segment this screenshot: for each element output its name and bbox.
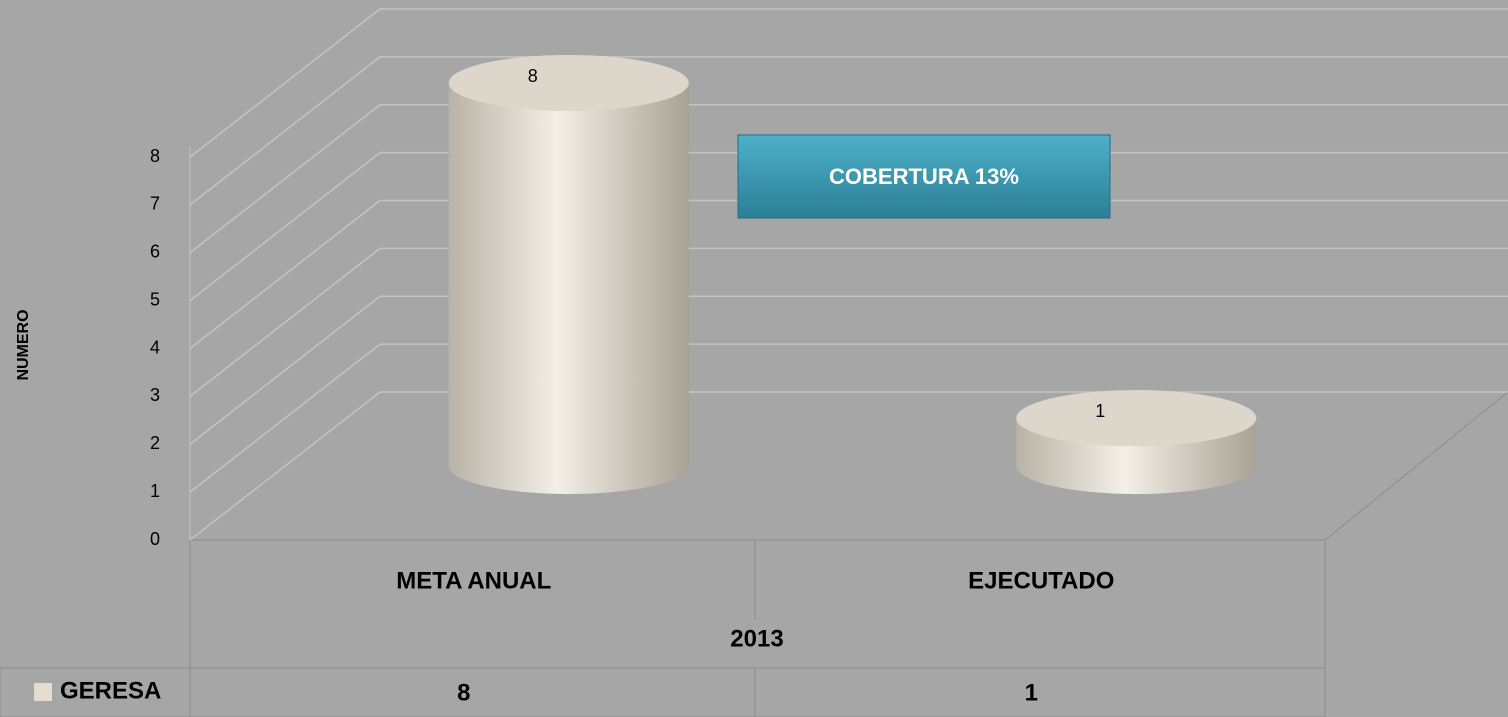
y-tick-label: 3: [150, 385, 160, 405]
grid: 0 1 2 3 4 5 6 7 8: [150, 8, 1508, 549]
grid-line: [189, 295, 1508, 445]
grid-line: [189, 56, 1508, 206]
annotation: COBERTURA 13%: [829, 164, 1019, 189]
x-tick-label: EJECUTADO: [968, 567, 1114, 594]
y-tick-label: 1: [150, 481, 160, 501]
group-label: 2013: [730, 625, 783, 652]
grid-line: [189, 104, 1508, 254]
grid-line: [189, 247, 1508, 397]
y-tick-label: 8: [150, 146, 160, 166]
y-axis-label: NUMERO: [15, 309, 32, 380]
grid-line: [189, 343, 1508, 493]
y-tick-label: 4: [150, 337, 160, 357]
x-tick-label: META ANUAL: [396, 567, 551, 594]
y-tick-label: 6: [150, 242, 160, 262]
cylinder: [1016, 390, 1257, 495]
y-tick-label: 0: [150, 529, 160, 549]
value-label: 8: [528, 66, 538, 86]
grid-line: [189, 151, 1508, 302]
y-tick-label: 7: [150, 194, 160, 214]
annotation-box: [737, 134, 1111, 219]
legend-label: GERESA: [60, 677, 161, 704]
table-value: 8: [457, 679, 470, 706]
y-tick-label: 5: [150, 289, 160, 309]
floor: [188, 391, 1508, 541]
grid-line: [189, 391, 1508, 541]
grid-line: [189, 199, 1508, 350]
cylinder-top: [448, 55, 689, 111]
cylinder: [448, 55, 689, 495]
value-label: 1: [1095, 401, 1105, 421]
cylinder-body: [448, 83, 689, 495]
legend-swatch: [34, 683, 52, 701]
marks: 81: [448, 55, 1257, 495]
y-tick-label: 2: [150, 433, 160, 453]
cylinder-top: [1016, 390, 1257, 447]
grid-line: [189, 8, 1508, 158]
table-value: 1: [1025, 679, 1038, 706]
